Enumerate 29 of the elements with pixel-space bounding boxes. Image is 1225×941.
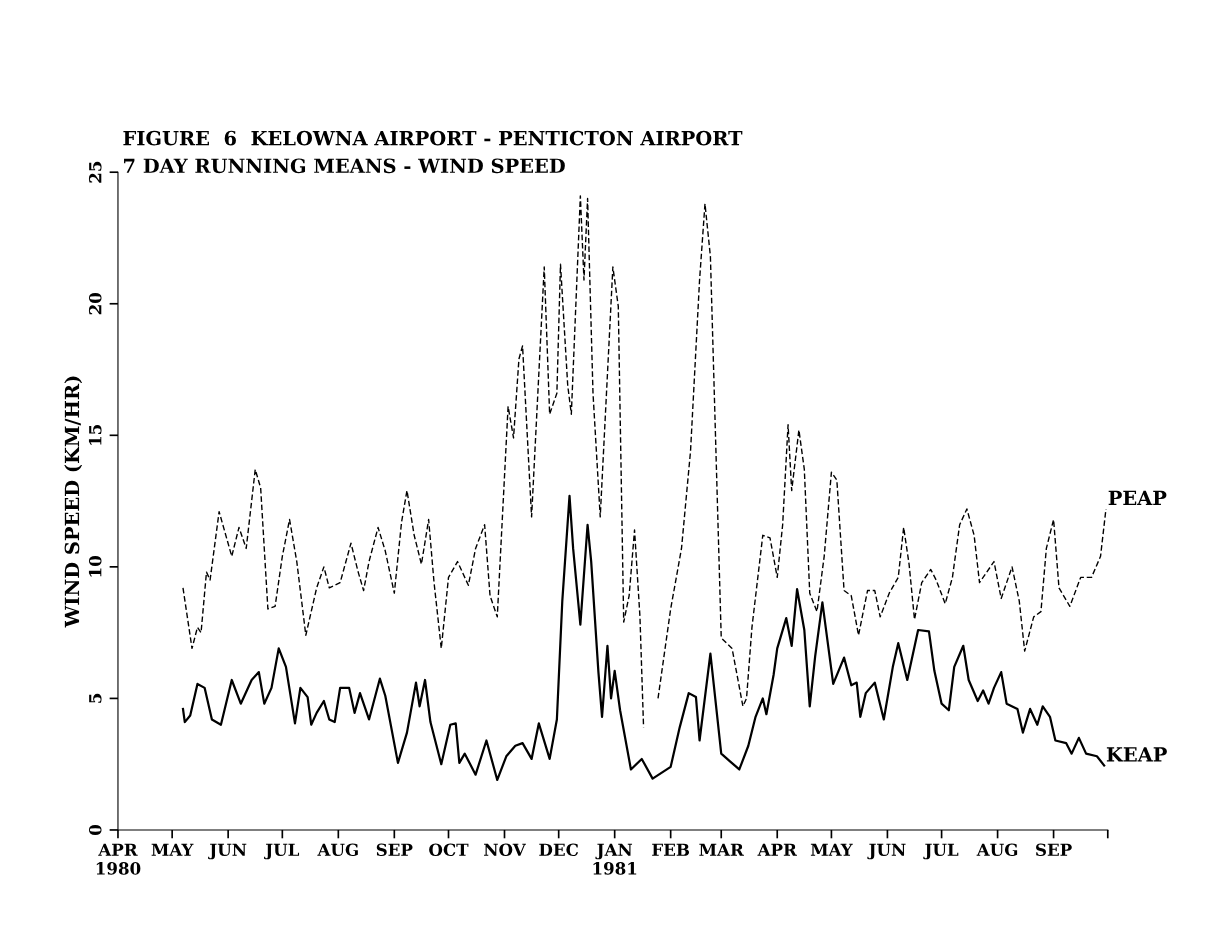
y-tick-label: 5 xyxy=(89,693,102,703)
y-tick-label: 10 xyxy=(88,556,102,577)
x-tick-label: APR 1980 xyxy=(96,843,141,875)
x-tick-label: MAY xyxy=(810,843,853,856)
x-tick-label: FEB xyxy=(652,843,690,856)
x-tick-label: APR xyxy=(757,843,797,856)
x-tick-label: SEP xyxy=(376,843,413,857)
x-tick-label: OCT xyxy=(429,843,469,857)
x-tick-label: MAY xyxy=(151,843,194,856)
y-tick-label: 0 xyxy=(88,824,102,835)
y-axis-title: WIND SPEED (KM/HR) xyxy=(64,376,83,628)
chart-title: FIGURE 6 KELOWNA AIRPORT - PENTICTON AIRPORT 7 DAY RUNNING MEANS - WIND SPEED xyxy=(123,130,743,174)
line-series xyxy=(181,494,1106,782)
y-tick-label: 20 xyxy=(88,292,102,315)
y-tick-label: 15 xyxy=(88,424,102,445)
x-tick-label: MAR xyxy=(699,843,744,856)
y-tick-label: 25 xyxy=(88,161,102,183)
x-tick-label: JAN 1981 xyxy=(593,843,637,875)
x-tick-label: JUN xyxy=(867,843,906,860)
x-tick-label: SEP xyxy=(1036,843,1072,857)
x-tick-label: AUG xyxy=(317,843,358,857)
x-tick-label: AUG xyxy=(976,843,1018,857)
x-tick-label: DEC xyxy=(539,843,579,857)
x-tick-label: JUL xyxy=(923,843,959,860)
x-tick-label: JUN xyxy=(208,843,247,860)
x-tick-label: JUL xyxy=(264,843,300,860)
series-label: KEAP xyxy=(1106,747,1167,762)
series-label: PEAP xyxy=(1108,490,1167,505)
x-tick-label: NOV xyxy=(484,843,526,857)
